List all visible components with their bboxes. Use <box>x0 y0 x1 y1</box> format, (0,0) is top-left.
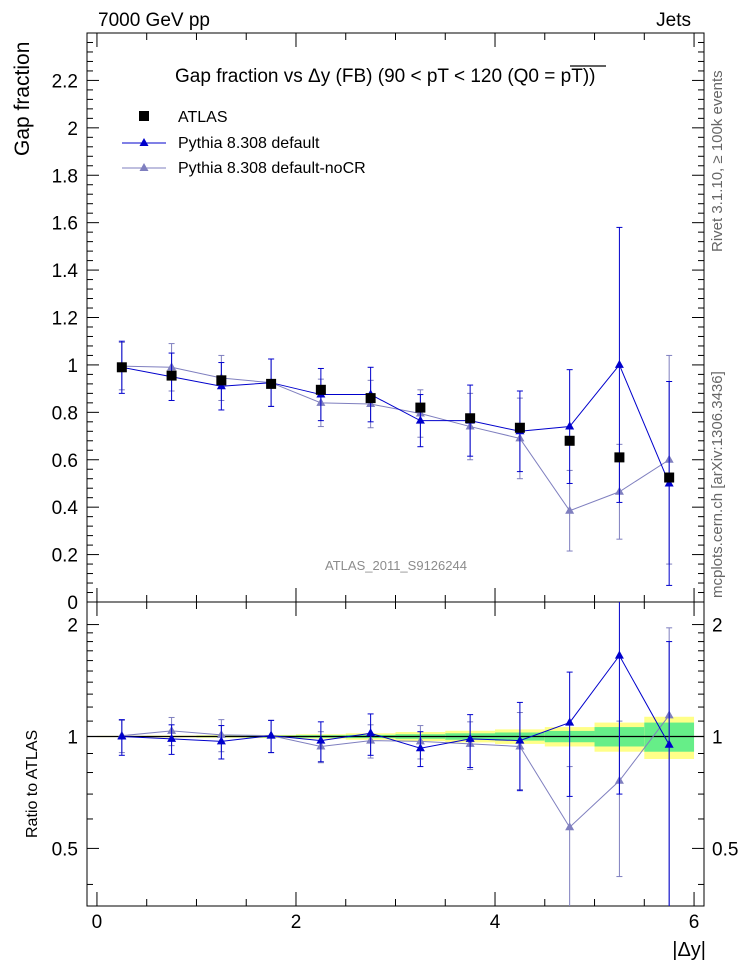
ratio-default-marker <box>465 733 475 742</box>
ratio-y-tick-label: 0.5 <box>52 839 78 860</box>
main-atlas-point <box>315 384 326 395</box>
legend: ATLAS Pythia 8.308 default Pythia 8.308 … <box>122 109 366 177</box>
main-x-ticks <box>96 33 695 602</box>
ratio-default-marker <box>117 731 127 740</box>
ratio-y-tick-label: 1 <box>67 727 78 748</box>
ratio-default-marker <box>614 650 624 659</box>
main-atlas-point <box>614 452 625 463</box>
ratio-uncertainty-bands <box>87 716 704 759</box>
main-y-tick-label: 0.4 <box>52 498 79 519</box>
ratio-default-marker <box>664 739 674 748</box>
main-atlas-point <box>415 402 426 413</box>
ratio-frame <box>86 601 705 907</box>
main-nocr-marker <box>565 505 575 514</box>
legend-atlas-label: ATLAS <box>178 109 228 126</box>
legend-default-label: Pythia 8.308 default <box>178 135 320 152</box>
legend-default-marker <box>139 138 149 146</box>
main-default-marker <box>614 359 624 368</box>
ratio-default-marker <box>316 735 326 744</box>
main-atlas-point <box>116 362 127 373</box>
ratio-x-tick-label: 0 <box>92 912 103 933</box>
legend-atlas-marker <box>139 111 149 121</box>
ratio-y-tick-label: 2 <box>67 616 78 637</box>
main-title: Gap fraction vs Δy (FB) (90 < pT < 120 (… <box>175 66 595 87</box>
ratio-x-tick-label: 6 <box>689 912 700 933</box>
ratio-data-layer <box>117 602 674 906</box>
main-y-tick-label: 1.4 <box>52 261 79 282</box>
main-atlas-point <box>365 393 376 404</box>
ratio-x-ticks: 0 2 4 6 <box>92 602 700 933</box>
ratio-default-marker <box>266 730 276 739</box>
main-atlas-point <box>465 413 476 424</box>
rivet-label: Rivet 3.1.10, ≥ 100k events <box>709 70 726 252</box>
main-y-tick-label: 0.2 <box>52 546 78 567</box>
energy-label: 7000 GeV pp <box>98 10 210 31</box>
main-y-tick-label: 1.2 <box>52 309 78 330</box>
process-label: Jets <box>656 10 691 31</box>
main-y-tick-label: 2.2 <box>52 71 78 92</box>
legend-nocr-marker <box>139 163 149 171</box>
main-y-tick-label: 1.6 <box>52 214 78 235</box>
main-y-tick-label: 0.8 <box>52 403 78 424</box>
main-default-marker <box>565 421 575 430</box>
ratio-panel: 0.5 0.5 1 1 2 2 0 2 4 6 Ratio to ATLAS |Δy| <box>24 601 738 961</box>
ratio-y-axis-label: Ratio to ATLAS <box>24 730 41 838</box>
main-y-tick-label: 1 <box>67 356 78 377</box>
main-atlas-point <box>266 378 277 389</box>
mcplots-label: mcplots.cern.ch [arXiv:1306.3436] <box>709 371 726 598</box>
ratio-y-tick-label-right: 1 <box>712 727 723 748</box>
x-axis-label: |Δy| <box>672 939 706 961</box>
main-atlas-point <box>664 472 675 483</box>
ratio-y-tick-label-right: 0.5 <box>712 839 738 860</box>
main-nocr-line <box>121 365 670 512</box>
ratio-default-marker <box>565 717 575 726</box>
main-atlas-point <box>216 375 227 386</box>
analysis-id-label: ATLAS_2011_S9126244 <box>325 558 467 573</box>
ratio-nocr-marker <box>565 822 575 831</box>
main-data-layer <box>116 226 675 586</box>
main-y-tick-label: 2 <box>67 119 78 140</box>
ratio-y-ticks: 0.5 0.5 1 1 2 2 <box>52 616 738 885</box>
ratio-default-marker <box>216 736 226 745</box>
main-y-tick-label: 0.6 <box>52 451 78 472</box>
ratio-default-marker <box>167 733 177 742</box>
main-y-tick-label: 1.8 <box>52 166 78 187</box>
ratio-default-marker <box>515 735 525 744</box>
main-y-tick-label: 0 <box>67 593 78 614</box>
main-atlas-point <box>564 435 575 446</box>
main-default-line <box>121 363 670 484</box>
ratio-default-line <box>121 654 670 749</box>
main-atlas-point <box>514 422 525 433</box>
legend-nocr-label: Pythia 8.308 default-noCR <box>178 160 366 177</box>
ratio-default-marker <box>366 728 376 737</box>
ratio-y-tick-label-right: 2 <box>712 616 723 637</box>
main-panel: 0 0.2 0.4 0.6 0.8 1 1.2 1.4 1.6 1.8 2 2.2 Gap fract… <box>11 32 705 614</box>
ratio-default-marker <box>415 743 425 752</box>
ratio-x-tick-label: 2 <box>291 912 302 933</box>
main-y-axis-label: Gap fraction <box>11 42 34 156</box>
main-default-marker <box>415 415 425 424</box>
main-atlas-point <box>166 370 177 381</box>
main-y-ticks: 0 0.2 0.4 0.6 0.8 1 1.2 1.4 1.6 1.8 2 2.2 <box>52 41 704 614</box>
ratio-x-tick-label: 4 <box>490 912 501 933</box>
